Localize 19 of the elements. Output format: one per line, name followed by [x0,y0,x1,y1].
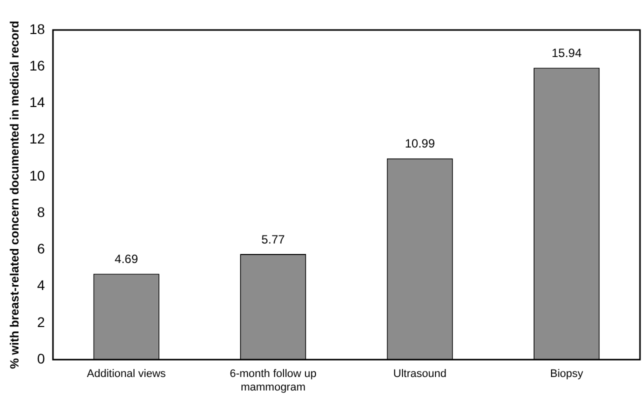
y-tick-label: 18 [29,20,46,37]
y-tick-label: 10 [29,167,46,184]
x-tick-label: Additional views [86,368,166,380]
x-tick-label: 6-month follow up mammogram [230,368,317,394]
y-tick-label: 4 [37,277,46,294]
y-tick-label: 8 [37,204,46,220]
y-tick-label: 16 [29,57,46,74]
y-tick-label: 0 [37,350,46,366]
y-tick-label: 12 [29,130,46,147]
y-tick-label: 6 [37,240,46,257]
y-tick-label: 2 [37,314,46,330]
x-tick-label: Ultrasound [393,368,446,380]
y-tick-label: 14 [29,94,46,110]
data-label: 10.99 [404,136,436,151]
data-label: 4.69 [114,252,138,266]
data-label: 5.77 [261,232,286,246]
data-label: 15.94 [552,46,582,60]
y-axis-title: % with breast-related concern documented in medical record [8,20,22,369]
x-tick-label: Biopsy [550,368,584,380]
